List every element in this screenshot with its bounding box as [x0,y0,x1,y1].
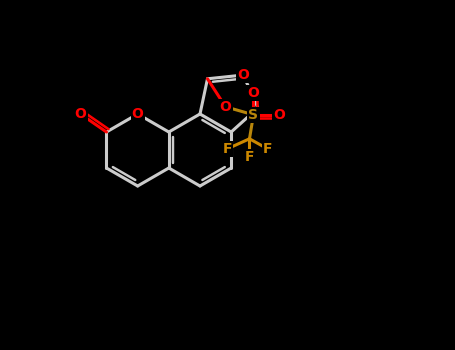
Text: O: O [248,86,259,100]
Text: F: F [223,142,232,156]
Text: O: O [220,100,232,114]
Text: F: F [245,150,254,164]
Text: O: O [75,107,86,121]
Text: O: O [273,108,285,122]
Text: F: F [263,142,272,156]
Text: S: S [248,108,258,122]
Text: O: O [238,68,249,82]
Text: O: O [131,107,144,121]
